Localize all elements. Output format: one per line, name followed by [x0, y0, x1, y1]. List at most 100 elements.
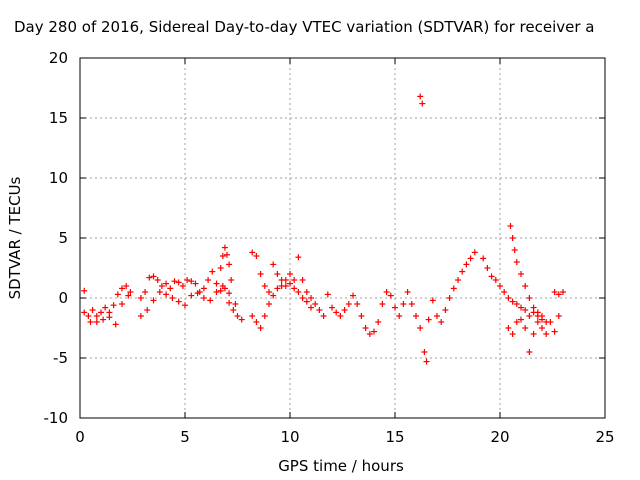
data-point: [89, 307, 96, 313]
axis-ticks: 0 5 10 15 20 25 -10 -5 0 5 10 15 20: [44, 49, 615, 446]
data-point: [200, 295, 207, 301]
data-point: [522, 307, 529, 313]
data-point: [551, 289, 558, 295]
x-tick-label: 10: [280, 428, 299, 446]
data-point: [234, 313, 241, 319]
data-point: [471, 249, 478, 256]
data-point: [446, 295, 453, 301]
data-point: [282, 277, 289, 283]
data-point: [188, 278, 195, 285]
data-point: [221, 244, 228, 251]
data-point: [81, 309, 88, 316]
data-point: [270, 292, 277, 299]
data-point: [119, 301, 125, 307]
x-tick-label: 5: [180, 428, 190, 446]
data-point: [404, 289, 411, 295]
data-point: [555, 291, 562, 298]
data-point: [257, 271, 264, 277]
data-point: [333, 309, 340, 316]
data-point: [417, 325, 424, 331]
data-point: [81, 287, 88, 294]
data-point: [484, 265, 491, 271]
data-point: [459, 268, 466, 275]
data-point: [137, 313, 144, 319]
data-point: [366, 331, 373, 337]
data-point: [423, 358, 430, 365]
data-point: [345, 301, 352, 307]
data-point: [100, 316, 107, 323]
data-point: [392, 304, 398, 311]
data-point: [270, 261, 277, 268]
data-point: [137, 295, 144, 301]
data-point: [312, 301, 319, 307]
data-point: [127, 289, 134, 295]
data-point: [492, 277, 499, 283]
data-point: [224, 251, 230, 258]
data-point: [539, 313, 545, 319]
data-point: [228, 277, 235, 283]
x-tick-label: 20: [490, 428, 509, 446]
data-point: [320, 313, 327, 319]
data-point: [291, 285, 298, 292]
data-points: [81, 93, 566, 365]
data-point: [249, 249, 256, 256]
data-point: [175, 298, 182, 305]
data-point: [150, 273, 157, 280]
y-tick-label: 20: [49, 49, 68, 67]
data-point: [213, 289, 220, 295]
data-point: [354, 301, 361, 307]
data-point: [329, 304, 335, 311]
data-point: [257, 325, 264, 331]
data-point: [87, 319, 94, 325]
data-point: [511, 247, 518, 253]
data-point: [371, 328, 377, 335]
data-point: [480, 255, 487, 262]
y-tick-label: -5: [53, 349, 68, 367]
data-point: [530, 331, 537, 337]
data-point: [501, 289, 508, 295]
data-point: [341, 307, 348, 313]
data-point: [375, 319, 382, 325]
x-tick-label: 25: [595, 428, 614, 446]
data-point: [274, 285, 281, 292]
data-point: [295, 289, 302, 295]
data-point: [182, 302, 188, 309]
data-point: [226, 290, 233, 297]
data-point: [158, 283, 165, 289]
data-point: [110, 302, 117, 309]
data-point: [463, 261, 470, 268]
y-tick-label: 0: [58, 289, 68, 307]
data-point: [266, 301, 272, 307]
data-point: [316, 307, 323, 313]
data-point: [112, 321, 119, 328]
x-tick-label: 0: [75, 428, 85, 446]
data-point: [505, 295, 512, 301]
data-point: [217, 265, 224, 271]
data-point: [175, 279, 182, 286]
data-point: [291, 277, 298, 283]
data-point: [513, 319, 520, 325]
data-point: [518, 271, 524, 277]
data-point: [261, 283, 268, 289]
chart-title: Day 280 of 2016, Sidereal Day-to-day VTE…: [14, 18, 595, 36]
data-point: [219, 253, 226, 259]
data-point: [513, 301, 520, 307]
data-point: [142, 289, 149, 295]
y-tick-label: 15: [49, 109, 68, 127]
data-point: [522, 325, 529, 331]
data-point: [217, 287, 224, 294]
data-point: [539, 325, 545, 331]
data-point: [455, 277, 461, 283]
data-point: [400, 301, 407, 307]
data-point: [93, 313, 100, 319]
data-point: [488, 273, 495, 280]
data-point: [509, 235, 516, 241]
data-point: [230, 307, 237, 313]
data-point: [219, 283, 226, 289]
data-point: [102, 304, 109, 311]
data-point: [154, 277, 161, 283]
x-tick-label: 15: [385, 428, 404, 446]
data-point: [530, 304, 537, 311]
data-point: [253, 253, 260, 259]
